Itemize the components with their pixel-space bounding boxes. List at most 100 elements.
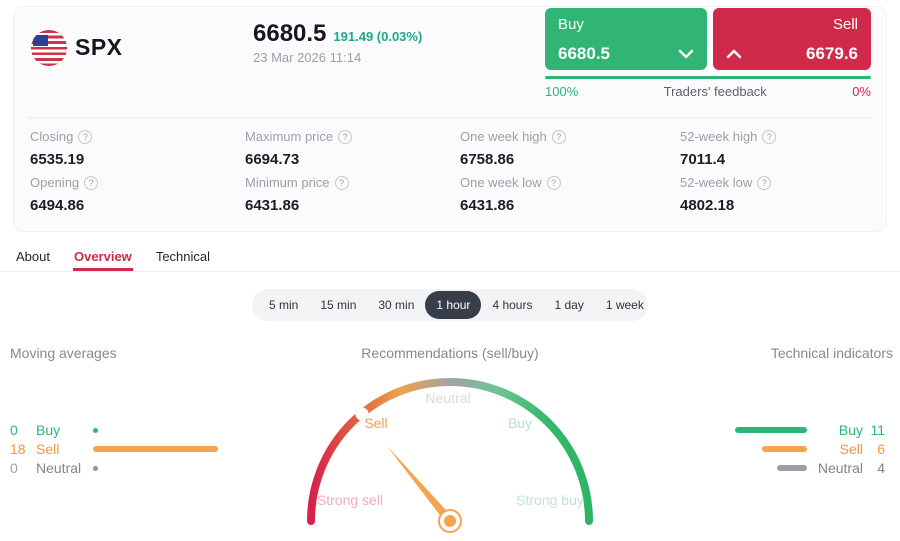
feedback-sell-pct: 0% [852,84,871,99]
tab-bar: About Overview Technical [0,243,900,272]
ti-neutral-bar [777,465,807,471]
moving-averages-neutral-row: 0 Neutral [10,460,98,476]
stat-label: Closing [30,129,74,144]
ma-sell-bar [93,446,218,452]
stat-52-week-low: 52-week low? 4802.18 [680,175,880,214]
moving-averages-header: Moving averages [10,345,117,361]
ti-buy-label: Buy [838,422,863,438]
timeframe-selector: 5 min 15 min 30 min 1 hour 4 hours 1 day… [252,289,648,321]
stat-minimum-price: Minimum price? 6431.86 [245,175,445,214]
timeframe-30min[interactable]: 30 min [378,298,415,312]
ti-neutral-count: 4 [877,460,885,476]
gauge-sell-label: Sell [364,415,387,431]
gauge-marker-dot [355,407,369,421]
stat-closing: Closing? 6535.19 [30,129,230,168]
gauge-needle [387,446,454,524]
stat-label: One week high [460,129,547,144]
help-icon[interactable]: ? [334,175,349,190]
ti-sell-bar [762,446,807,452]
gauge-strong-buy-label: Strong buy [516,492,584,508]
technical-sell-row: Sell 6 [717,441,885,457]
ma-neutral-label: Neutral [36,460,82,476]
stat-value: 7011.4 [680,151,726,168]
sell-button-label: Sell [832,16,858,33]
sell-button[interactable]: Sell 6679.6 [713,8,871,70]
stat-one-week-low: One week low? 6431.86 [460,175,660,214]
stat-opening: Opening? 6494.86 [30,175,230,214]
gauge-buy-label: Buy [508,415,532,431]
price-change: 191.49 (0.03%) [333,29,423,44]
buy-button[interactable]: Buy 6680.5 [545,8,707,70]
feedback-buy-pct: 100% [545,84,579,99]
stat-one-week-high: One week high? 6758.86 [460,129,660,168]
technical-buy-row: Buy 11 [717,422,885,438]
ma-neutral-count: 0 [10,460,18,476]
ti-buy-bar [735,427,807,433]
stat-value: 4802.18 [680,197,735,214]
help-icon[interactable]: ? [84,175,99,190]
tab-overview[interactable]: Overview [72,243,133,271]
stat-label: Opening [30,175,80,190]
ma-neutral-marker [93,465,98,471]
timeframe-1week[interactable]: 1 week [605,298,644,312]
ma-buy-count: 0 [10,422,18,438]
ma-buy-marker [93,427,98,433]
gauge-arc [307,378,593,525]
card-divider [28,117,872,118]
timeframe-5min[interactable]: 5 min [269,298,299,312]
help-icon[interactable]: ? [757,175,772,190]
sell-button-price: 6679.6 [806,44,858,63]
stat-label: 52-week low [680,175,753,190]
ti-sell-label: Sell [839,441,863,457]
stat-value: 6758.86 [460,151,515,168]
tab-technical[interactable]: Technical [155,249,211,264]
stat-maximum-price: Maximum price? 6694.73 [245,129,445,168]
moving-averages-sell-row: 18 Sell [10,441,218,457]
stat-value: 6431.86 [245,197,300,214]
stat-label: 52-week high [680,129,758,144]
feedback-label: Traders' feedback [663,84,767,99]
price-row: 6680.5 191.49 (0.03%) [253,20,422,48]
help-icon[interactable]: ? [78,129,93,144]
traders-feedback-row: 100% Traders' feedback 0% [545,84,871,99]
timeframe-1day[interactable]: 1 day [554,298,584,312]
moving-averages-buy-row: 0 Buy [10,422,98,438]
ma-sell-label: Sell [36,441,60,457]
stat-label: One week low [460,175,542,190]
ti-sell-count: 6 [877,441,885,457]
ti-neutral-label: Neutral [817,460,863,476]
gauge-strong-sell-label: Strong sell [317,492,383,508]
current-price: 6680.5 [253,20,327,47]
stat-label: Minimum price [245,175,330,190]
buy-button-price: 6680.5 [558,44,610,63]
us-flag-icon [31,30,67,66]
stat-value: 6694.73 [245,151,300,168]
timeframe-15min[interactable]: 15 min [320,298,357,312]
gauge-neutral-label: Neutral [425,390,470,406]
quote-timestamp: 23 Mar 2026 11:14 [253,50,362,65]
stat-52-week-high: 52-week high? 7011.4 [680,129,880,168]
chevron-up-icon [726,49,742,59]
ma-sell-count: 18 [10,441,26,457]
timeframe-1hour[interactable]: 1 hour [425,291,482,319]
stat-value: 6494.86 [30,197,85,214]
help-icon[interactable]: ? [762,129,777,144]
stat-value: 6535.19 [30,151,85,168]
chevron-down-icon [678,49,694,59]
buy-button-label: Buy [558,16,584,33]
tab-about[interactable]: About [16,249,50,264]
stat-value: 6431.86 [460,197,515,214]
recommendation-gauge: Neutral Sell Buy Strong sell Strong buy [307,378,593,533]
help-icon[interactable]: ? [338,129,353,144]
gauge-needle-pivot-center [444,515,456,527]
technical-neutral-row: Neutral 4 [717,460,885,476]
symbol-title: SPX [75,34,123,60]
help-icon[interactable]: ? [551,129,566,144]
help-icon[interactable]: ? [546,175,561,190]
ti-buy-count: 11 [870,422,885,438]
timeframe-4hours[interactable]: 4 hours [492,298,533,312]
flag-canton [33,35,48,46]
traders-feedback-bar [545,76,871,79]
ma-buy-label: Buy [36,422,61,438]
